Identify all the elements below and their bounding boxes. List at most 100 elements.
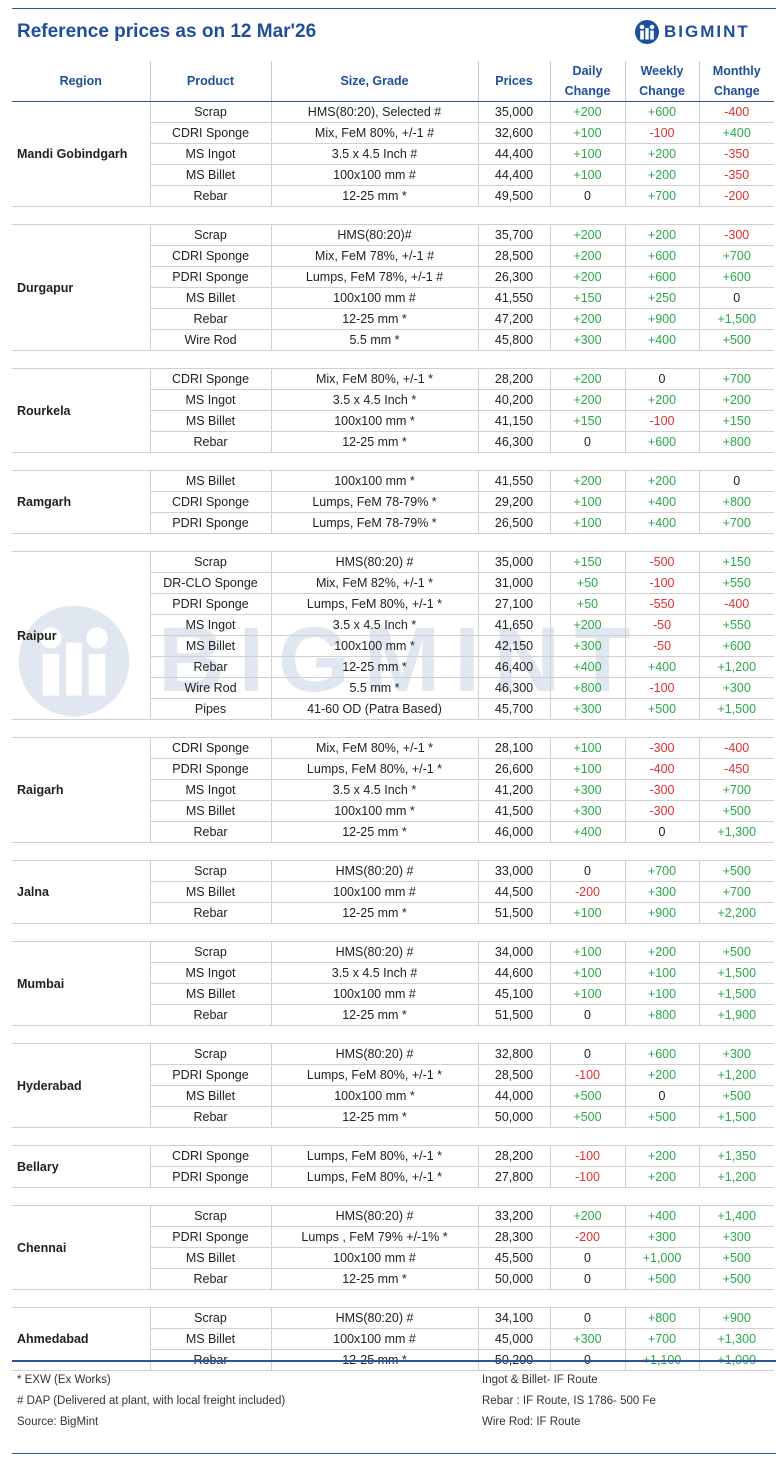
product-cell: PDRI Sponge [149,512,272,534]
table-row: Wire Rod 5.5 mm * 45,800 +300 +400 +500 [12,329,774,351]
product-cell: Rebar [149,902,272,924]
daily-change-cell: +200 [549,224,626,246]
size-grade-cell: 12-25 mm * [270,902,479,924]
product-cell: Rebar [149,1268,272,1290]
size-grade-cell: 12-25 mm * [270,1004,479,1026]
price-cell: 40,200 [477,389,551,411]
monthly-change-cell: +700 [698,512,774,534]
price-cell: 28,500 [477,1064,551,1086]
daily-change-cell: +50 [549,572,626,594]
daily-change-cell: +200 [549,1205,626,1227]
price-cell: 41,550 [477,470,551,492]
price-cell: 45,500 [477,1247,551,1269]
daily-change-cell: +200 [549,614,626,636]
product-cell: Scrap [149,860,272,882]
table-row: Jalna Scrap HMS(80:20) #33,000 0 +700 +500 [12,860,774,924]
weekly-change-cell: +200 [624,224,700,246]
daily-change-cell: -200 [549,1226,626,1248]
price-cell: 27,800 [477,1166,551,1188]
size-grade-cell: Lumps , FeM 79% +/-1% * [270,1226,479,1248]
monthly-change-cell: +500 [698,1085,774,1107]
weekly-change-cell: +100 [624,962,700,984]
monthly-change-cell: -400 [698,737,774,759]
table-row: PDRI Sponge Lumps, FeM 78-79% * 26,500 +100… [12,512,774,534]
weekly-change-cell: +900 [624,308,700,330]
weekly-change-cell: +800 [624,1004,700,1026]
daily-change-cell: +300 [549,698,626,720]
size-grade-cell: HMS(80:20)# [270,224,479,246]
daily-change-cell: -100 [549,1064,626,1086]
monthly-change-cell: +1,500 [698,962,774,984]
size-grade-cell: Lumps, FeM 80%, +/-1 * [270,758,479,780]
spacer-cell [12,1025,774,1044]
monthly-change-cell: +150 [698,410,774,432]
weekly-change-cell: +1,000 [624,1247,700,1269]
table-row: MS Billet 100x100 mm * 41,150 +150 -100 +150 [12,410,774,432]
monthly-change-cell: +700 [698,368,774,390]
daily-change-cell: -100 [549,1166,626,1188]
size-grade-cell: Lumps, FeM 80%, +/-1 * [270,1064,479,1086]
price-cell: 26,300 [477,266,551,288]
header-daily-change: Daily Change [550,61,626,102]
spacer-cell [12,1289,774,1308]
weekly-change-cell: +400 [624,329,700,351]
monthly-change-cell: +1,500 [698,308,774,330]
spacer-cell [12,350,774,369]
product-cell: Scrap [149,941,272,963]
price-cell: 32,600 [477,122,551,144]
daily-change-cell: +200 [549,368,626,390]
monthly-change-cell: +550 [698,572,774,594]
weekly-change-cell: +600 [624,101,700,123]
group-spacer [12,1025,774,1044]
header-region: Region [12,61,151,102]
product-cell: CDRI Sponge [149,1145,272,1167]
price-cell: 31,000 [477,572,551,594]
size-grade-cell: HMS(80:20) # [270,551,479,573]
weekly-change-cell: +600 [624,431,700,453]
region-cell: Durgapur [12,224,151,351]
monthly-change-cell: +600 [698,635,774,657]
logo-text: BIGMINT [664,22,750,41]
price-cell: 35,000 [477,551,551,573]
monthly-change-cell: +500 [698,1247,774,1269]
monthly-change-cell: -400 [698,593,774,615]
monthly-change-cell: +500 [698,800,774,822]
daily-change-cell: -100 [549,1145,626,1167]
weekly-change-cell: +200 [624,1166,700,1188]
monthly-change-cell: +800 [698,431,774,453]
table-row: MS Billet 100x100 mm #44,400 +100 +200 -350 [12,164,774,186]
product-cell: CDRI Sponge [149,122,272,144]
monthly-change-cell: +1,500 [698,698,774,720]
table-row: Hyderabad Scrap HMS(80:20) #32,800 0 +600 +30… [12,1043,774,1128]
price-cell: 33,200 [477,1205,551,1227]
note-exw: * EXW (Ex Works) [17,1374,111,1386]
product-cell: PDRI Sponge [149,1166,272,1188]
table-row: MS Billet 100x100 mm * 41,500 +300 -300 +500 [12,800,774,822]
price-cell: 44,000 [477,1085,551,1107]
header-prices: Prices [478,61,551,102]
spacer-cell [12,1187,774,1206]
monthly-change-cell: -200 [698,185,774,207]
size-grade-cell: 100x100 mm # [270,287,479,309]
daily-change-cell: +100 [549,962,626,984]
product-cell: MS Billet [149,881,272,903]
product-cell: Rebar [149,656,272,678]
spacer-cell [12,206,774,225]
monthly-change-cell: +700 [698,779,774,801]
price-cell: 44,400 [477,164,551,186]
daily-change-cell: 0 [549,1268,626,1290]
group-spacer [12,719,774,738]
price-cell: 41,150 [477,410,551,432]
product-cell: Scrap [149,1307,272,1329]
daily-change-cell: +100 [549,941,626,963]
size-grade-cell: Lumps, FeM 78%, +/-1 # [270,266,479,288]
price-cell: 29,200 [477,491,551,513]
price-cell: 41,650 [477,614,551,636]
product-cell: Wire Rod [149,329,272,351]
product-cell: PDRI Sponge [149,593,272,615]
monthly-change-cell: +300 [698,1226,774,1248]
product-cell: Rebar [149,1106,272,1128]
bigmint-logo-icon [635,20,659,44]
size-grade-cell: 12-25 mm * [270,821,479,843]
table-row: Raigarh CDRI Sponge Mix, FeM 80%, +/-1 * 28… [12,737,774,843]
